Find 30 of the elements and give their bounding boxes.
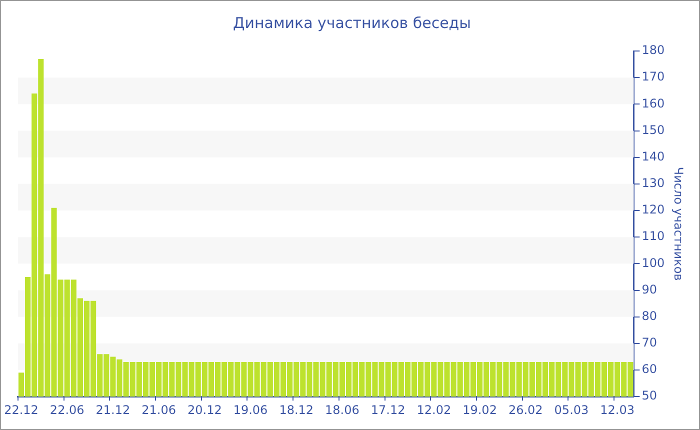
y-tick-label: 150 (642, 122, 665, 137)
x-tick-label: 22.12 (4, 402, 38, 417)
x-tick-label: 26.02 (508, 402, 543, 417)
x-tick-label: 19.02 (462, 402, 497, 417)
x-tick-label: 12.02 (416, 402, 452, 417)
y-tick-label: 160 (642, 96, 665, 110)
x-tick-label: 17.12 (370, 402, 406, 417)
chart-title: Динамика участников беседы (232, 14, 472, 32)
y-tick-label: 80 (642, 308, 657, 323)
y-tick-label: 180 (642, 43, 665, 58)
y-tick-label: 100 (642, 256, 665, 270)
x-tick-label: 05.03 (554, 402, 589, 417)
y-tick-label: 110 (642, 229, 665, 244)
x-tick-label: 12.03 (600, 402, 634, 417)
y-tick-label: 50 (642, 388, 657, 403)
x-tick-label: 18.12 (279, 402, 314, 417)
x-tick-label: 22.06 (50, 402, 84, 417)
y-tick-label: 120 (642, 202, 665, 217)
x-tick-label: 20.12 (187, 402, 222, 417)
y-tick-label: 90 (642, 282, 657, 296)
y-tick-label: 60 (642, 362, 657, 376)
x-tick-label: 18.06 (325, 402, 360, 417)
y-tick-label: 140 (642, 149, 665, 164)
x-tick-label: 21.12 (96, 402, 130, 417)
x-tick-label: 21.06 (142, 402, 176, 417)
y-axis-title: Число участников (672, 166, 686, 281)
y-tick-label: 170 (642, 70, 665, 84)
y-tick-label: 70 (642, 336, 657, 350)
x-tick-label: 19.06 (233, 402, 268, 417)
y-tick-label: 130 (642, 176, 665, 190)
